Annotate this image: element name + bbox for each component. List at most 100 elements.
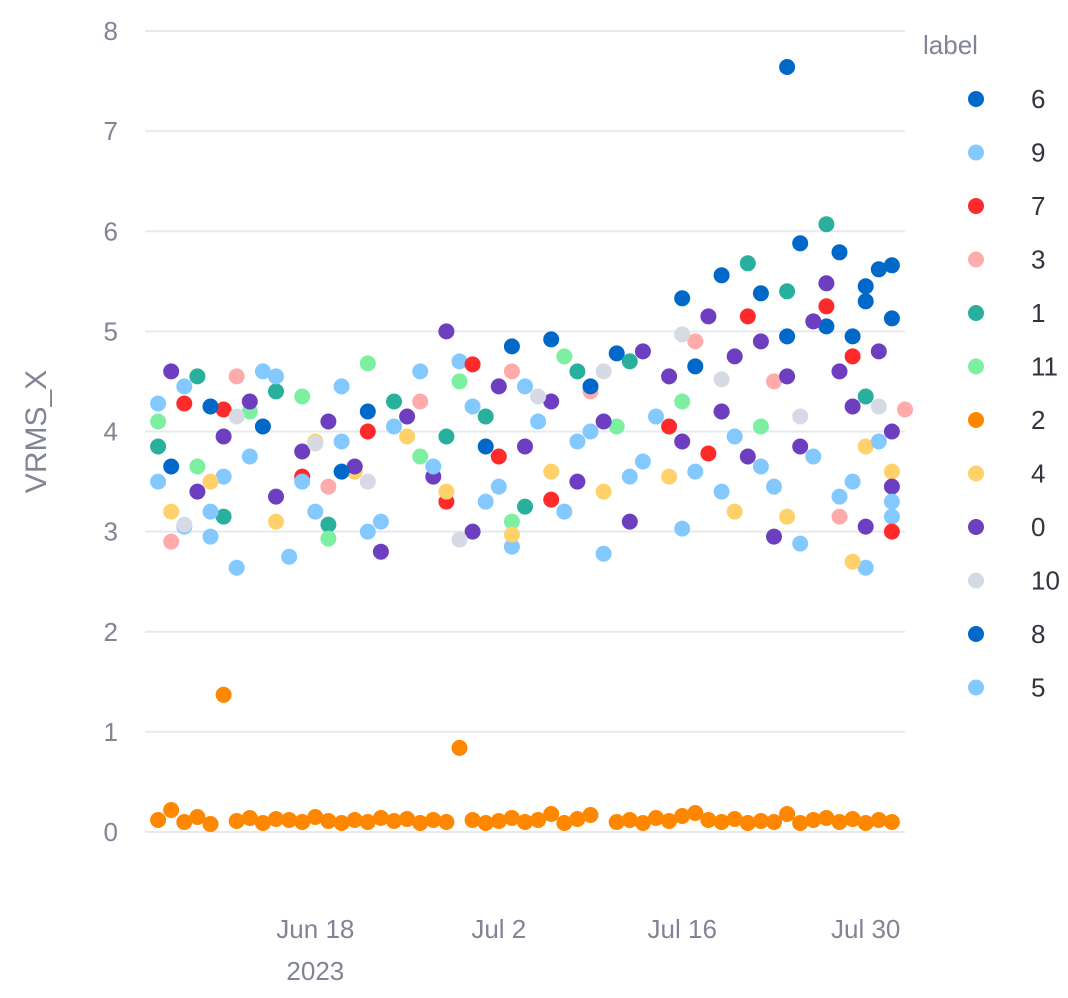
data-point[interactable]: [674, 326, 691, 343]
data-point[interactable]: [805, 448, 822, 465]
data-point[interactable]: [503, 526, 520, 543]
data-point[interactable]: [792, 815, 809, 831]
data-point[interactable]: [766, 814, 782, 830]
data-point[interactable]: [189, 483, 206, 500]
data-point[interactable]: [556, 815, 573, 831]
data-point[interactable]: [569, 811, 586, 827]
data-point[interactable]: [766, 528, 782, 545]
data-point[interactable]: [752, 285, 769, 302]
data-point[interactable]: [595, 545, 612, 562]
data-point[interactable]: [307, 503, 324, 520]
data-point[interactable]: [674, 290, 691, 307]
data-point[interactable]: [621, 513, 638, 530]
data-point[interactable]: [674, 433, 691, 450]
data-point[interactable]: [150, 438, 167, 455]
data-point[interactable]: [372, 543, 389, 560]
data-point[interactable]: [661, 418, 678, 435]
data-point[interactable]: [359, 523, 376, 540]
data-point[interactable]: [752, 458, 769, 475]
data-point[interactable]: [687, 358, 704, 375]
data-point[interactable]: [831, 363, 848, 380]
data-point[interactable]: [883, 478, 900, 495]
data-point[interactable]: [372, 810, 389, 826]
data-point[interactable]: [438, 323, 455, 340]
legend-item[interactable]: 6: [968, 84, 1045, 114]
data-point[interactable]: [517, 378, 533, 395]
data-point[interactable]: [857, 293, 874, 310]
data-point[interactable]: [844, 348, 861, 365]
data-point[interactable]: [739, 308, 756, 325]
data-point[interactable]: [399, 428, 416, 445]
data-point[interactable]: [386, 418, 402, 435]
data-point[interactable]: [425, 458, 442, 475]
data-point[interactable]: [150, 473, 167, 490]
data-point[interactable]: [687, 463, 704, 480]
data-point[interactable]: [634, 343, 651, 360]
data-point[interactable]: [346, 458, 363, 475]
data-point[interactable]: [779, 328, 796, 345]
data-point[interactable]: [490, 478, 507, 495]
data-point[interactable]: [228, 408, 245, 425]
data-point[interactable]: [779, 283, 796, 300]
data-point[interactable]: [320, 516, 337, 533]
data-point[interactable]: [556, 348, 573, 365]
data-point[interactable]: [897, 401, 913, 418]
data-point[interactable]: [883, 463, 900, 480]
data-point[interactable]: [661, 368, 678, 385]
data-point[interactable]: [621, 468, 638, 485]
data-point[interactable]: [281, 812, 298, 828]
data-point[interactable]: [569, 433, 586, 450]
data-point[interactable]: [792, 438, 809, 455]
data-point[interactable]: [477, 438, 494, 455]
data-point[interactable]: [464, 812, 481, 828]
data-point[interactable]: [648, 810, 664, 826]
legend-item[interactable]: 5: [968, 673, 1045, 703]
data-point[interactable]: [359, 814, 376, 830]
data-point[interactable]: [608, 418, 625, 435]
data-point[interactable]: [805, 313, 822, 330]
data-point[interactable]: [857, 388, 874, 405]
data-point[interactable]: [831, 814, 848, 830]
data-point[interactable]: [163, 458, 180, 475]
data-point[interactable]: [320, 413, 337, 430]
legend-item[interactable]: 0: [968, 512, 1045, 542]
data-point[interactable]: [215, 686, 232, 703]
data-point[interactable]: [648, 408, 664, 425]
data-point[interactable]: [726, 503, 743, 520]
data-point[interactable]: [857, 278, 874, 295]
data-point[interactable]: [883, 257, 900, 274]
legend-item[interactable]: 11: [968, 352, 1058, 382]
data-point[interactable]: [779, 508, 796, 525]
data-point[interactable]: [320, 530, 337, 547]
data-point[interactable]: [333, 378, 350, 395]
legend-item[interactable]: 9: [968, 138, 1045, 168]
data-point[interactable]: [543, 331, 560, 348]
data-point[interactable]: [163, 802, 180, 818]
data-point[interactable]: [805, 812, 822, 828]
data-point[interactable]: [464, 398, 481, 415]
data-point[interactable]: [333, 463, 350, 480]
data-point[interactable]: [752, 333, 769, 350]
data-point[interactable]: [228, 559, 245, 576]
data-point[interactable]: [215, 428, 232, 445]
data-point[interactable]: [176, 814, 193, 830]
data-point[interactable]: [503, 538, 520, 555]
data-point[interactable]: [228, 813, 245, 829]
data-point[interactable]: [464, 523, 481, 540]
data-point[interactable]: [451, 531, 468, 548]
data-point[interactable]: [543, 806, 560, 822]
data-point[interactable]: [766, 373, 782, 390]
data-point[interactable]: [870, 812, 887, 828]
data-point[interactable]: [490, 378, 507, 395]
data-point[interactable]: [818, 298, 835, 315]
data-point[interactable]: [752, 813, 769, 829]
data-point[interactable]: [241, 810, 258, 826]
data-point[interactable]: [359, 355, 376, 372]
data-point[interactable]: [268, 368, 284, 385]
data-point[interactable]: [372, 513, 389, 530]
data-point[interactable]: [883, 423, 900, 440]
data-point[interactable]: [870, 261, 887, 278]
data-point[interactable]: [477, 493, 494, 510]
data-point[interactable]: [150, 812, 167, 828]
